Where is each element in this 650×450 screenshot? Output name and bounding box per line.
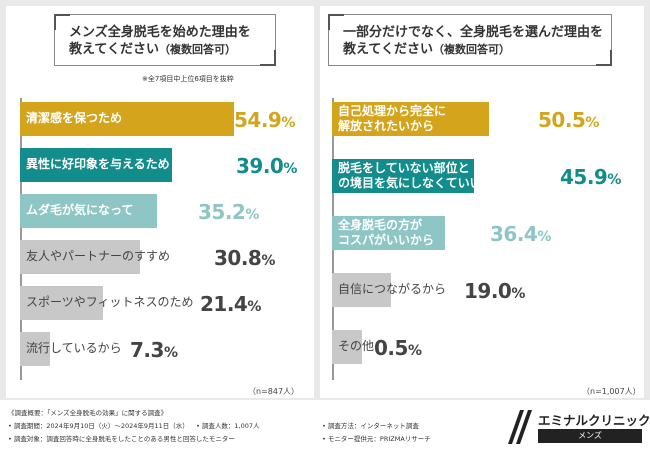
value-number: 39.0 xyxy=(236,154,284,178)
bar-label: 清潔感を保つため xyxy=(26,111,122,126)
value-unit: % xyxy=(607,172,621,188)
value-number: 50.5 xyxy=(538,108,586,132)
bar-label-line: 異性に好印象を与えるため xyxy=(26,157,170,171)
right-question-box: 一部分だけでなく、全身脱毛を選んだ理由を 教えてください（複数回答可） xyxy=(328,14,612,66)
value-number: 21.4 xyxy=(200,292,248,316)
bar xyxy=(20,286,104,320)
bar-label-line: 解放されたいから xyxy=(338,119,435,133)
bar-label: スポーツやフィットネスのため xyxy=(26,295,194,310)
bar-label: 全身脱毛の方が コスパがいいから xyxy=(338,218,434,248)
question-line-1: メンズ全身脱毛を始めた理由を xyxy=(69,25,251,40)
bar xyxy=(332,102,489,136)
value-unit: % xyxy=(407,343,422,359)
bar-label-line: 全身脱毛の方が xyxy=(338,218,423,232)
bar-label-line: ムダ毛が気になって xyxy=(26,203,134,217)
left-question-box: メンズ全身脱毛を始めた理由を 教えてください（複数回答可） xyxy=(54,14,276,66)
question-sub: （複数回答可） xyxy=(432,43,510,56)
logo-name: エミナルクリニック xyxy=(538,413,650,428)
bar xyxy=(332,216,445,250)
left-note: ※全7項目中上位6項目を抜粋 xyxy=(142,75,234,83)
value-unit: % xyxy=(163,345,178,361)
left-axis xyxy=(20,98,22,380)
question-sub: （複数回答可） xyxy=(158,43,236,56)
bar xyxy=(20,332,50,366)
value-number: 54.9 xyxy=(234,108,282,132)
question-corner-mark xyxy=(328,14,344,30)
footer-period: • 調査期間：2024年9月10日（火）〜2024年9月11日（水） xyxy=(8,422,189,430)
bar xyxy=(20,102,235,136)
bar-label: 流行しているから xyxy=(26,341,122,356)
value-number: 7.3 xyxy=(130,338,164,362)
bar-label-line: 流行しているから xyxy=(26,341,122,355)
question-line-1: 一部分だけでなく、全身脱毛を選んだ理由を xyxy=(343,25,604,40)
logo-mark-icon xyxy=(508,410,532,444)
logo-sub: メンズ xyxy=(538,429,642,443)
bar xyxy=(20,148,173,182)
question-corner-mark xyxy=(596,50,612,66)
value-number: 30.8 xyxy=(214,246,262,270)
value-label: 50.5% xyxy=(538,108,599,132)
value-number: 0.5 xyxy=(374,336,408,360)
value-number: 45.9 xyxy=(560,165,608,189)
bar xyxy=(332,330,362,364)
right-panel: 一部分だけでなく、全身脱毛を選んだ理由を 教えてください（複数回答可） 自己処理… xyxy=(320,6,644,398)
question-corner-mark xyxy=(54,14,70,30)
value-label: 35.2% xyxy=(198,200,259,224)
footer-provider: • モニター提供元：PRIZMAリサーチ xyxy=(322,435,431,443)
bar-label-line: の境目を気にしなくていいから xyxy=(338,176,506,190)
bar xyxy=(20,240,141,274)
bar-label-line: 自信につながるから xyxy=(338,282,447,296)
value-label: 21.4% xyxy=(200,292,261,316)
left-panel: メンズ全身脱毛を始めた理由を 教えてください（複数回答可） ※全7項目中上位6項… xyxy=(6,6,314,398)
value-label: 36.4% xyxy=(490,222,551,246)
bar-label-line: スポーツやフィットネスのため xyxy=(26,295,194,309)
bar-label-line: 脱毛をしていない部位と xyxy=(338,161,470,175)
value-number: 35.2 xyxy=(198,200,246,224)
right-n-label: （n=1,007人） xyxy=(582,387,641,396)
value-unit: % xyxy=(537,229,551,245)
bar-label-line: 清潔感を保つため xyxy=(26,111,123,125)
bar-label-line: その他 xyxy=(338,339,375,353)
value-unit: % xyxy=(281,115,295,131)
footer-method: • 調査方法：インターネット調査 xyxy=(322,422,419,430)
left-n-label: （n=847人） xyxy=(248,387,300,396)
value-unit: % xyxy=(247,299,261,315)
value-unit: % xyxy=(511,286,525,302)
value-unit: % xyxy=(585,115,599,131)
bar xyxy=(20,194,158,228)
bar-label-line: コスパがいいから xyxy=(338,233,435,247)
bar-label: 脱毛をしていない部位と の境目を気にしなくていいから xyxy=(338,161,506,191)
value-unit: % xyxy=(261,253,275,269)
value-label: 54.9% xyxy=(234,108,295,132)
question-line-2: 教えてください xyxy=(69,42,159,57)
value-unit: % xyxy=(283,161,297,177)
value-label: 0.5% xyxy=(374,336,422,360)
value-label: 45.9% xyxy=(560,165,621,189)
bar-label: 友人やパートナーのすすめ xyxy=(26,249,170,264)
left-question-title: メンズ全身脱毛を始めた理由を 教えてください（複数回答可） xyxy=(69,24,267,58)
bar-label: 自信につながるから xyxy=(338,282,446,297)
question-corner-mark xyxy=(260,50,276,66)
value-label: 30.8% xyxy=(214,246,275,270)
bar-label: ムダ毛が気になって xyxy=(26,203,133,218)
bar-label-line: 自己処理から完全に xyxy=(338,104,447,118)
value-label: 7.3% xyxy=(130,338,178,362)
value-number: 19.0 xyxy=(464,279,512,303)
clinic-logo: エミナルクリニック メンズ xyxy=(506,408,650,446)
footer-target: • 調査対象：調査回答時に全身脱毛をしたことのある男性と回答したモニター xyxy=(8,435,235,443)
bar-label-line: 友人やパートナーのすすめ xyxy=(26,249,171,263)
bar xyxy=(332,159,475,193)
question-line-2: 教えてください xyxy=(343,42,433,57)
footer-title: 《調査概要：「メンズ全身脱毛の効果」に関する調査》 xyxy=(8,409,168,417)
right-question-title: 一部分だけでなく、全身脱毛を選んだ理由を 教えてください（複数回答可） xyxy=(343,24,603,58)
value-number: 36.4 xyxy=(490,222,538,246)
value-label: 39.0% xyxy=(236,154,297,178)
bar-label: その他 xyxy=(338,339,374,354)
footer-count: • 調査人数：1,007人 xyxy=(196,422,260,430)
bar-label: 異性に好印象を与えるため xyxy=(26,157,170,172)
value-unit: % xyxy=(245,207,259,223)
bar-label: 自己処理から完全に 解放されたいから xyxy=(338,104,446,134)
value-label: 19.0% xyxy=(464,279,525,303)
bar xyxy=(332,273,391,307)
